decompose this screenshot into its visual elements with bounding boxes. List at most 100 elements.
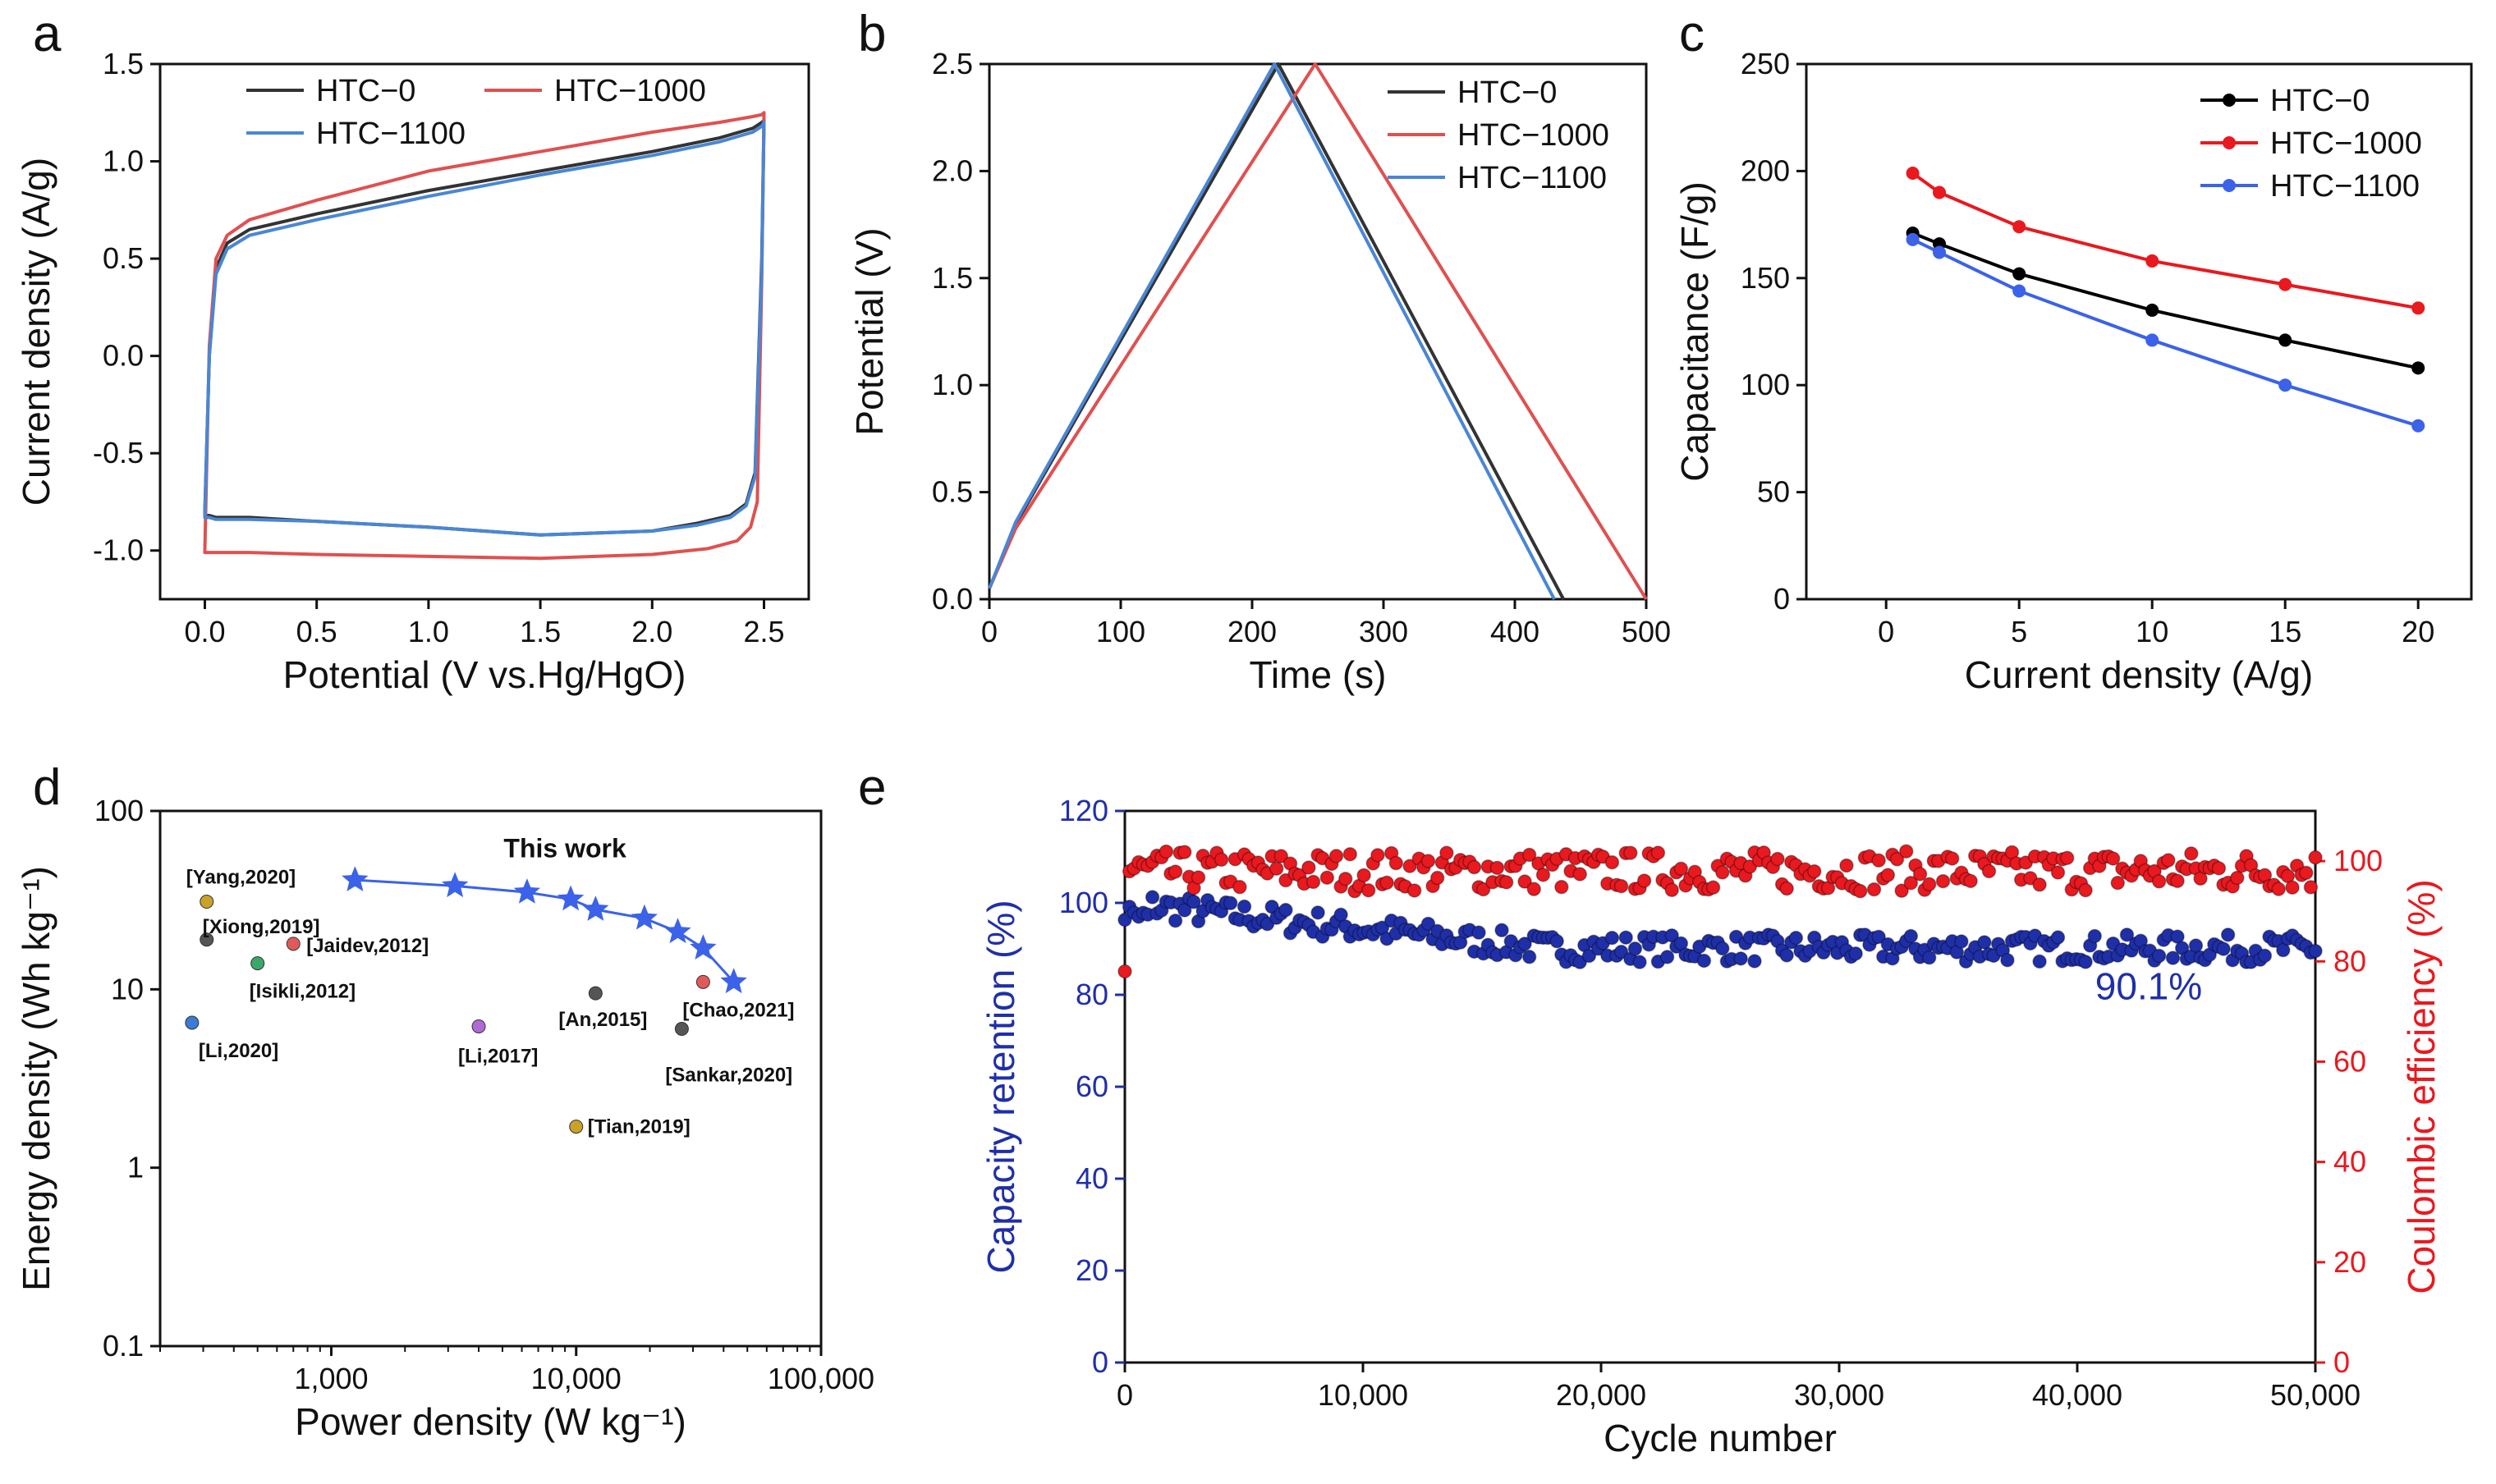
efficiency-point xyxy=(1214,852,1229,868)
y-tick-label: 100 xyxy=(94,794,144,827)
x-tick-label: 400 xyxy=(1490,615,1539,648)
efficiency-point xyxy=(1779,881,1794,896)
this-work-star xyxy=(513,878,541,904)
x-tick-label: 100 xyxy=(1096,615,1145,648)
efficiency-point xyxy=(1498,875,1514,890)
efficiency-point xyxy=(1981,863,1997,879)
retention-point xyxy=(2220,928,2236,942)
y2-tick-label: 0 xyxy=(2333,1345,2350,1379)
retention-point xyxy=(1696,953,1712,969)
efficiency-point xyxy=(1742,859,1758,874)
y-tick-label: 0.0 xyxy=(103,339,144,373)
efficiency-point xyxy=(2110,875,2126,891)
efficiency-point xyxy=(1117,964,1132,979)
x-tick-label: 0.5 xyxy=(296,615,337,648)
y-tick-label: 150 xyxy=(1741,261,1790,295)
reference-point xyxy=(250,956,265,971)
retention-point xyxy=(2119,928,2135,942)
this-work-star xyxy=(631,904,658,930)
retention-point xyxy=(1494,923,1509,938)
retention-point xyxy=(2032,954,2047,969)
retention-point xyxy=(1517,937,1532,951)
y2-tick-label: 100 xyxy=(2333,844,2383,877)
rate-point xyxy=(2012,284,2026,298)
efficiency-point xyxy=(1572,867,1587,882)
x-tick-label: 15 xyxy=(2269,615,2301,648)
efficiency-point xyxy=(2280,868,2296,884)
efficiency-point xyxy=(1319,870,1335,885)
retention-point xyxy=(1581,948,1597,964)
retention-point xyxy=(1310,905,1325,920)
efficiency-point xyxy=(1664,882,1679,898)
retention-point xyxy=(1168,913,1183,928)
reference-point xyxy=(200,932,214,947)
panel-b: b 0 100 200 300 400 500 0.0 0.5 1.0 1.5 2.0 2.5 Time … xyxy=(848,6,1671,696)
y-tick-label: 0 xyxy=(1092,1345,1108,1379)
retention-point xyxy=(1673,936,1689,951)
efficiency-point xyxy=(2170,873,2185,889)
efficiency-point xyxy=(1191,870,1206,885)
this-work-star xyxy=(690,934,717,960)
reference-label: [Tian,2019] xyxy=(588,1116,691,1138)
rate-point xyxy=(1933,186,1946,199)
reference-point xyxy=(286,937,301,951)
efficiency-point xyxy=(1489,860,1505,876)
rate-point xyxy=(2278,277,2292,291)
retention-point xyxy=(1186,895,1201,909)
retention-point xyxy=(1779,948,1794,963)
retention-point xyxy=(2078,955,2093,969)
y-tick-label: 1 xyxy=(127,1151,144,1184)
efficiency-point xyxy=(1839,858,1854,873)
reference-point xyxy=(588,986,603,1001)
efficiency-point xyxy=(2299,865,2314,881)
efficiency-point xyxy=(2303,880,2319,895)
efficiency-point xyxy=(1429,870,1445,886)
retention-point xyxy=(1788,930,1804,946)
efficiency-point xyxy=(1356,868,1371,883)
x-tick-label: 0 xyxy=(1117,1378,1133,1412)
reference-label: [Sankar,2020] xyxy=(665,1065,792,1087)
y-tick-label: 100 xyxy=(1059,886,1108,919)
y-axis-label: Capacitance (F/g) xyxy=(1673,181,1716,482)
efficiency-point xyxy=(1475,882,1491,897)
efficiency-point xyxy=(2059,850,2075,865)
reference-point xyxy=(695,974,710,989)
retention-point xyxy=(1549,933,1565,949)
efficiency-point xyxy=(1866,882,1882,897)
y-tick-label: 20 xyxy=(1076,1253,1108,1287)
rate-point xyxy=(2411,301,2425,315)
retention-point xyxy=(2188,938,2204,953)
retention-point xyxy=(1903,928,1919,944)
y-axis-label: Potential (V) xyxy=(848,227,891,435)
rate-point xyxy=(2012,267,2026,281)
retention-point xyxy=(2000,952,2015,968)
plot-frame xyxy=(1123,809,2317,1364)
efficiency-point xyxy=(2184,846,2199,861)
legend-label: HTC−1100 xyxy=(1457,161,1607,195)
x-tick-label: 30,000 xyxy=(1794,1378,1884,1412)
rate-point xyxy=(2145,333,2159,347)
retention-point xyxy=(1747,954,1762,969)
plot-frame xyxy=(1805,62,2473,601)
efficiency-point xyxy=(1269,861,1284,876)
efficiency-point xyxy=(1880,868,1896,882)
this-work-annotation: This work xyxy=(503,833,626,863)
rate-point xyxy=(2145,254,2159,268)
panel-label: a xyxy=(33,6,62,62)
x-tick-label: 10 xyxy=(2136,615,2168,648)
x-tick-label: 5 xyxy=(2011,615,2027,648)
y2-axis-label: Coulombic efficiency (%) xyxy=(2400,879,2443,1294)
y-tick-label: 2.0 xyxy=(932,153,973,187)
x-tick-label: 50,000 xyxy=(2270,1378,2361,1412)
legend-marker xyxy=(2223,179,2236,192)
reference-label: [Chao,2021] xyxy=(682,999,794,1021)
efficiency-point xyxy=(1554,879,1569,895)
retention-point xyxy=(1145,890,1160,905)
y-tick-label: 2.5 xyxy=(932,47,973,80)
efficiency-point xyxy=(1935,873,1951,889)
efficiency-point xyxy=(1439,845,1454,860)
retention-point xyxy=(1333,907,1348,923)
efficiency-point xyxy=(1623,845,1638,860)
panel-label: c xyxy=(1679,6,1705,62)
x-tick-label: 10,000 xyxy=(531,1362,622,1395)
